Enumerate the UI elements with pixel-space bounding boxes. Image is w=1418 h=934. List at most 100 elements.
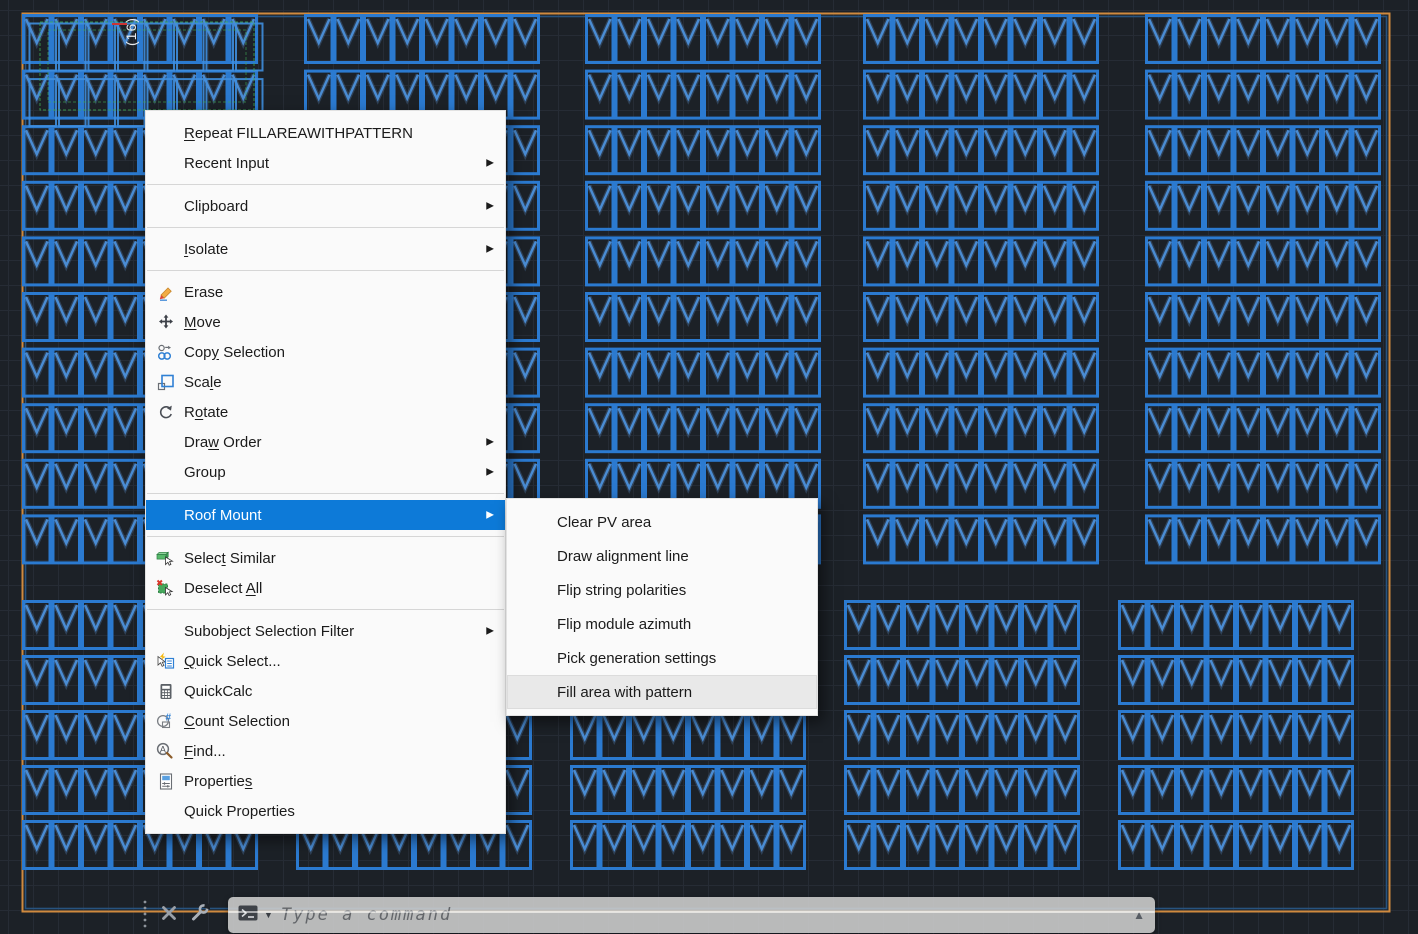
menu-item-find[interactable]: A Find...	[146, 736, 505, 766]
chevron-down-icon[interactable]: ▼	[264, 909, 273, 920]
menu-item-label: Copy Selection	[184, 343, 285, 361]
submenu-arrow-icon: ▶	[486, 625, 494, 637]
menu-item-label: Properties	[184, 772, 253, 790]
menu-item-label: Roof Mount	[184, 506, 262, 524]
menu-item-copy-selection[interactable]: Copy Selection	[146, 337, 505, 367]
submenu-item-fill-area-with-pattern[interactable]: Fill area with pattern	[507, 675, 817, 709]
svg-text:A: A	[160, 744, 166, 754]
menu-item-subobject-selection-filter[interactable]: Subobject Selection Filter ▶	[146, 616, 505, 646]
menu-item-label: Clipboard	[184, 197, 249, 215]
menu-item-label: Subobject Selection Filter	[184, 622, 355, 640]
menu-item-move[interactable]: Move	[146, 307, 505, 337]
customize-command-line-button[interactable]	[190, 902, 212, 928]
menu-item-repeat-fillareawithpattern[interactable]: Repeat FILLAREAWITHPATTERN	[146, 118, 505, 148]
menu-item-quick-properties[interactable]: Quick Properties	[146, 796, 505, 826]
submenu-item-label: Draw alignment line	[557, 547, 689, 565]
menu-icon-spacer	[156, 622, 175, 640]
context-menu: Repeat FILLAREAWITHPATTERN Recent Input ▶ C…	[145, 110, 506, 834]
submenu-item-draw-alignment-line[interactable]: Draw alignment line	[507, 539, 817, 573]
menu-item-label: Select Similar	[184, 549, 276, 567]
menu-item-label: Group	[184, 463, 226, 481]
submenu-item-label: Clear PV area	[557, 513, 652, 531]
menu-item-label: Quick Select...	[184, 652, 281, 670]
menu-item-label: Scale	[184, 373, 222, 391]
menu-item-label: Erase	[184, 283, 224, 301]
command-line-menu-button[interactable]	[238, 905, 258, 926]
erase-icon	[156, 283, 175, 301]
submenu-item-label: Flip string polarities	[557, 581, 687, 599]
menu-item-label: QuickCalc	[184, 682, 253, 700]
scale-icon	[156, 373, 175, 391]
menu-item-quick-select[interactable]: Quick Select...	[146, 646, 505, 676]
menu-item-erase[interactable]: Erase	[146, 277, 505, 307]
properties-icon	[156, 772, 175, 790]
submenu-item-flip-string-polarities[interactable]: Flip string polarities	[507, 573, 817, 607]
submenu-arrow-icon: ▶	[486, 200, 494, 212]
menu-item-quickcalc[interactable]: QuickCalc	[146, 676, 505, 706]
menu-separator	[147, 536, 504, 537]
menu-item-label: Quick Properties	[184, 802, 295, 820]
command-line[interactable]: ▼ ▲	[228, 897, 1155, 933]
menu-icon-spacer	[156, 240, 175, 258]
menu-separator	[147, 227, 504, 228]
submenu-item-clear-pv-area[interactable]: Clear PV area	[507, 505, 817, 539]
menu-item-label: Count Selection	[184, 712, 290, 730]
menu-separator	[147, 609, 504, 610]
menu-icon-spacer	[156, 197, 175, 215]
menu-item-clipboard[interactable]: Clipboard ▶	[146, 191, 505, 221]
submenu-arrow-icon: ▶	[486, 243, 494, 255]
deselect-all-icon	[156, 579, 175, 597]
submenu-arrow-icon: ▶	[486, 509, 494, 521]
copy-icon	[156, 343, 175, 361]
command-history-up-button[interactable]: ▲	[1133, 908, 1145, 922]
command-line-controls	[142, 897, 212, 933]
menu-icon-spacer	[156, 124, 175, 142]
menu-item-group[interactable]: Group ▶	[146, 457, 505, 487]
menu-item-scale[interactable]: Scale	[146, 367, 505, 397]
menu-item-label: Isolate	[184, 240, 229, 258]
menu-separator	[147, 184, 504, 185]
menu-icon-spacer	[156, 433, 175, 451]
rotate-icon	[156, 403, 175, 421]
menu-item-label: Recent Input	[184, 154, 270, 172]
submenu-arrow-icon: ▶	[486, 466, 494, 478]
count-icon: #	[156, 712, 175, 730]
menu-item-label: Rotate	[184, 403, 229, 421]
quickcalc-icon	[156, 682, 175, 700]
menu-item-properties[interactable]: Properties	[146, 766, 505, 796]
menu-icon-spacer	[156, 802, 175, 820]
command-input[interactable]	[278, 904, 1128, 926]
menu-icon-spacer	[156, 463, 175, 481]
submenu-arrow-icon: ▶	[486, 157, 494, 169]
menu-item-label: Repeat FILLAREAWITHPATTERN	[184, 124, 413, 142]
menu-icon-spacer	[156, 506, 175, 524]
menu-separator	[147, 270, 504, 271]
find-icon: A	[156, 742, 175, 760]
submenu-arrow-icon: ▶	[486, 436, 494, 448]
submenu-item-pick-generation-settings[interactable]: Pick generation settings	[507, 641, 817, 675]
submenu-item-label: Flip module azimuth	[557, 615, 692, 633]
quick-select-icon	[156, 652, 175, 670]
submenu-item-flip-module-azimuth[interactable]: Flip module azimuth	[507, 607, 817, 641]
menu-item-label: Draw Order	[184, 433, 262, 451]
menu-item-draw-order[interactable]: Draw Order ▶	[146, 427, 505, 457]
close-command-line-button[interactable]	[161, 905, 177, 926]
command-line-grip[interactable]	[142, 898, 148, 933]
menu-item-select-similar[interactable]: Select Similar	[146, 543, 505, 573]
move-icon	[156, 313, 175, 331]
menu-item-label: Find...	[184, 742, 226, 760]
submenu-item-label: Fill area with pattern	[557, 683, 693, 701]
menu-icon-spacer	[156, 154, 175, 172]
menu-item-label: Deselect All	[184, 579, 263, 597]
menu-item-roof-mount[interactable]: Roof Mount ▶	[146, 500, 505, 530]
menu-separator	[147, 493, 504, 494]
menu-item-recent-input[interactable]: Recent Input ▶	[146, 148, 505, 178]
menu-item-count-selection[interactable]: # Count Selection	[146, 706, 505, 736]
svg-text:(16): (16)	[123, 17, 139, 46]
svg-text:#: #	[166, 713, 172, 724]
submenu-item-label: Pick generation settings	[557, 649, 717, 667]
menu-item-rotate[interactable]: Rotate	[146, 397, 505, 427]
menu-item-deselect-all[interactable]: Deselect All	[146, 573, 505, 603]
menu-item-isolate[interactable]: Isolate ▶	[146, 234, 505, 264]
